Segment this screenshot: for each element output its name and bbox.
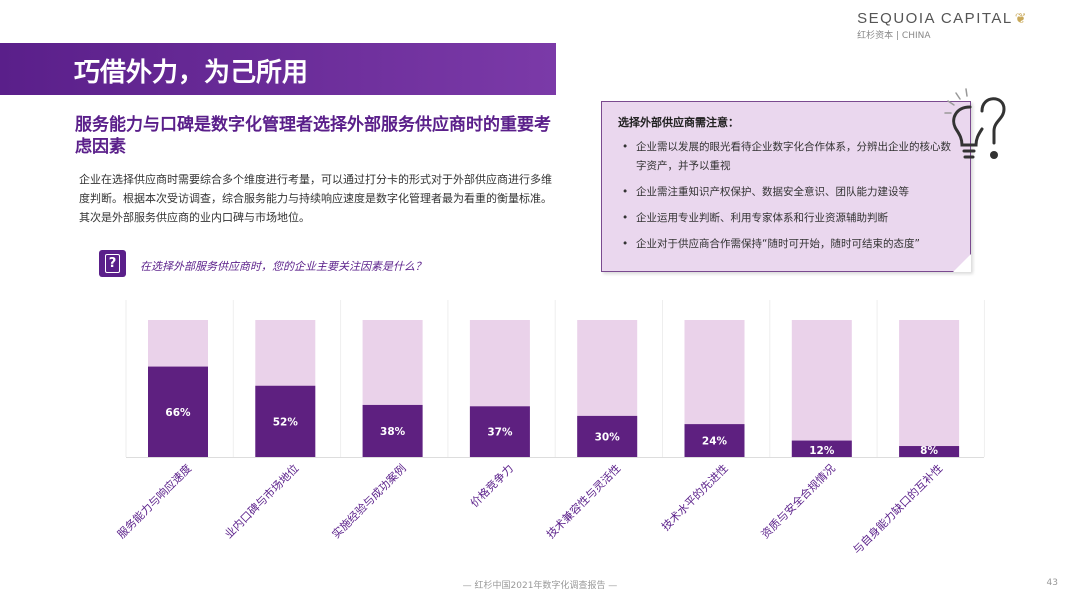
title-band: 巧借外力，为己所用 (0, 43, 556, 95)
note-item: 企业对于供应商合作需保持“随时可开始，随时可结束的态度” (618, 235, 953, 254)
data-label: 12% (809, 445, 835, 457)
bar (577, 415, 638, 457)
category-label: 价格竞争力 (467, 461, 516, 510)
data-label: 24% (702, 436, 728, 448)
bar (899, 446, 960, 457)
brand-name: SEQUOIA CAPITAL (857, 10, 1013, 27)
page-number: 43 (1046, 578, 1058, 588)
note-item: 企业需注重知识产权保护、数据安全意识、团队能力建设等 (618, 183, 953, 202)
question-glyph: ? (105, 254, 120, 273)
category-label: 技术水平的先进性 (658, 461, 730, 533)
bar (469, 406, 530, 457)
intro-paragraph: 企业在选择供应商时需要综合多个维度进行考量，可以通过打分卡的形式对于外部供应商进… (79, 173, 552, 224)
page-title: 巧借外力，为己所用 (74, 58, 309, 88)
survey-question: 在选择外部服务供应商时，您的企业主要关注因素是什么？ (140, 260, 426, 273)
category-label: 资质与安全合规情况 (758, 461, 838, 541)
bar (684, 424, 745, 457)
data-label: 66% (165, 407, 191, 419)
brand-logo: SEQUOIA CAPITAL ❦ 红杉资本 | CHINA (857, 10, 1028, 41)
brand-sub: 红杉资本 | CHINA (857, 31, 931, 41)
data-label: 8% (920, 445, 938, 457)
bar (791, 440, 852, 457)
bar-background (899, 320, 960, 457)
category-label: 服务能力与响应速度 (114, 461, 194, 541)
note-corner-fold (953, 254, 971, 272)
lightbulb-question-icon (944, 88, 1006, 159)
bar (362, 404, 423, 457)
footer-text: — 红杉中国2021年数字化调查报告 — (462, 581, 618, 591)
note-item: 企业运用专业判断、利用专家体系和行业资源辅助判断 (618, 209, 953, 228)
data-label: 30% (595, 431, 621, 443)
sequoia-leaf-icon: ❦ (1014, 10, 1028, 26)
category-label: 技术兼容性与灵活性 (543, 461, 623, 541)
note-box: 选择外部供应商需注意： 企业需以发展的眼光看待企业数字化合作体系，分辨出企业的核… (601, 101, 971, 272)
note-item: 企业需以发展的眼光看待企业数字化合作体系，分辨出企业的核心数字资产，并予以重视 (618, 138, 953, 176)
data-label: 37% (487, 427, 513, 439)
category-label: 与自身能力缺口的互补性 (850, 461, 945, 556)
question-box-icon: ? (99, 250, 126, 277)
bar (148, 366, 208, 457)
data-label: 38% (380, 426, 406, 438)
data-label: 52% (273, 416, 299, 428)
category-label: 实施经验与成功案例 (329, 461, 409, 541)
bar-background (791, 320, 852, 457)
note-title: 选择外部供应商需注意： (618, 116, 739, 129)
category-label: 业内口碑与市场地位 (222, 461, 302, 541)
page-subtitle: 服务能力与口碑是数字化管理者选择外部服务供应商时的重要考虑因素 (75, 115, 551, 157)
bar (255, 385, 316, 457)
note-list: 企业需以发展的眼光看待企业数字化合作体系，分辨出企业的核心数字资产，并予以重视 … (618, 138, 953, 261)
